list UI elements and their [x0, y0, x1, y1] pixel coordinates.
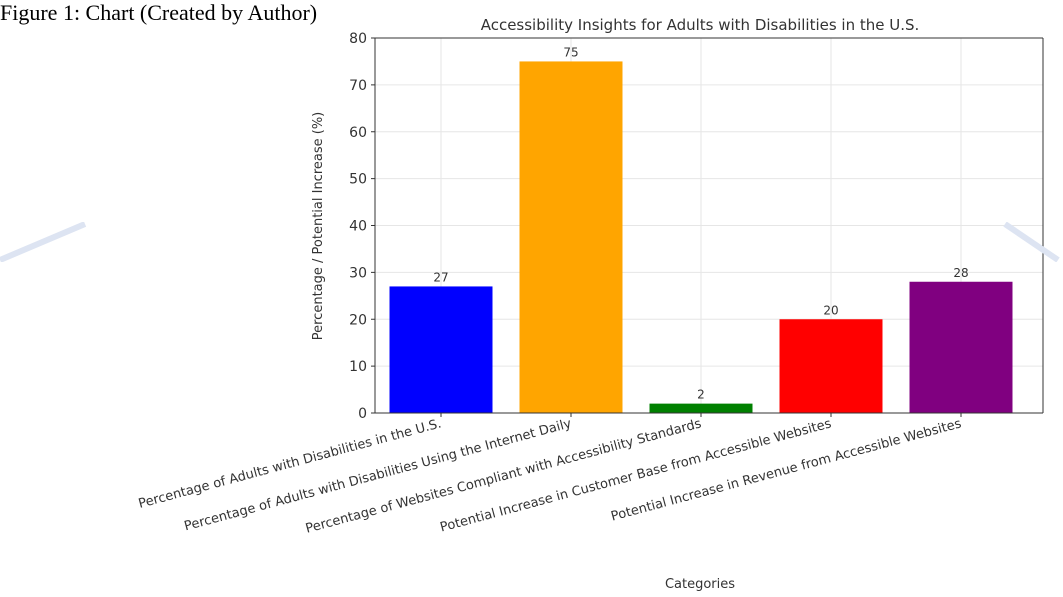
y-tick-label: 60: [349, 125, 367, 141]
page-corner-mark-right: [1003, 222, 1060, 262]
bar-value-label: 27: [433, 270, 448, 284]
bar-value-label: 28: [953, 266, 968, 280]
bar-value-label: 20: [823, 303, 838, 317]
x-tick-labels: Percentage of Adults with Disabilities i…: [137, 413, 963, 537]
bar: [649, 403, 753, 413]
bar-value-label: 2: [697, 388, 705, 402]
bar: [519, 61, 623, 413]
y-tick-label: 40: [349, 219, 367, 235]
y-tick-label: 20: [349, 312, 367, 328]
y-tick-label: 50: [349, 172, 367, 188]
page-corner-mark-left: [0, 222, 87, 262]
y-tick-label: 10: [349, 359, 367, 375]
axes: [374, 37, 1044, 414]
y-tick-label: 30: [349, 265, 367, 281]
y-tick-label: 0: [358, 406, 367, 422]
chart-title: Accessibility Insights for Adults with D…: [481, 16, 920, 34]
bar: [389, 286, 493, 413]
bars: [389, 61, 1013, 413]
figure-caption: Figure 1: Chart (Created by Author): [0, 0, 318, 25]
x-axis-label: Categories: [665, 577, 735, 592]
y-tick-label: 80: [349, 31, 367, 47]
y-axis-label: Percentage / Potential Increase (%): [311, 112, 326, 341]
bar: [779, 319, 883, 413]
value-labels: 27 75 2 20 28: [433, 45, 968, 401]
bar-value-label: 75: [563, 45, 578, 59]
y-ticks: 0 10 20 30 40 50 60 70 80: [349, 31, 375, 422]
bar: [909, 281, 1013, 413]
y-tick-label: 70: [349, 78, 367, 94]
